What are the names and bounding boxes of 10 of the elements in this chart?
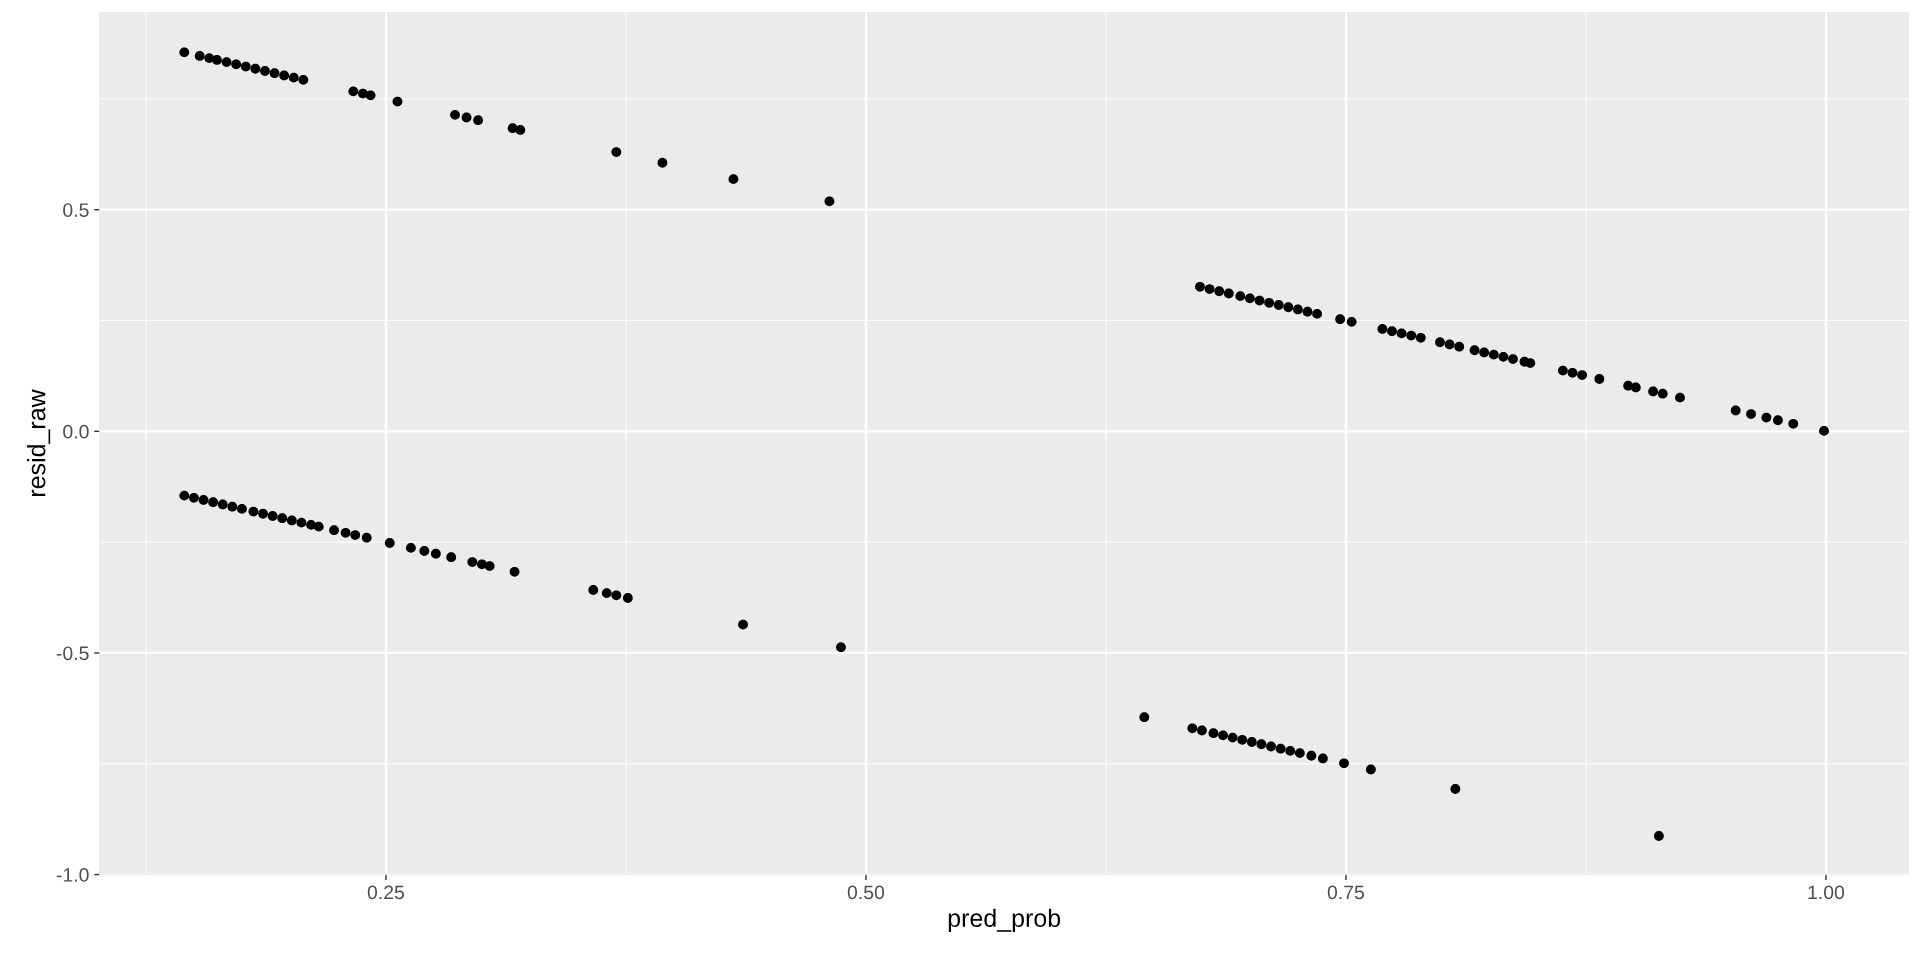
x-tick-label: 1.00 xyxy=(1808,885,1845,900)
x-tick-label: 0.75 xyxy=(1327,885,1365,900)
y-tick-label: -1.0 xyxy=(56,868,89,882)
x-axis-title: pred_prob xyxy=(948,908,1061,932)
y-tick-label: 0.5 xyxy=(63,203,89,217)
x-tick-label: 0.50 xyxy=(847,885,885,900)
y-axis-title: resid_raw xyxy=(27,389,51,497)
y-tick-label: 0.0 xyxy=(63,424,89,439)
x-tick-label: 0.25 xyxy=(367,885,405,900)
y-tick-label: -0.5 xyxy=(56,646,89,661)
